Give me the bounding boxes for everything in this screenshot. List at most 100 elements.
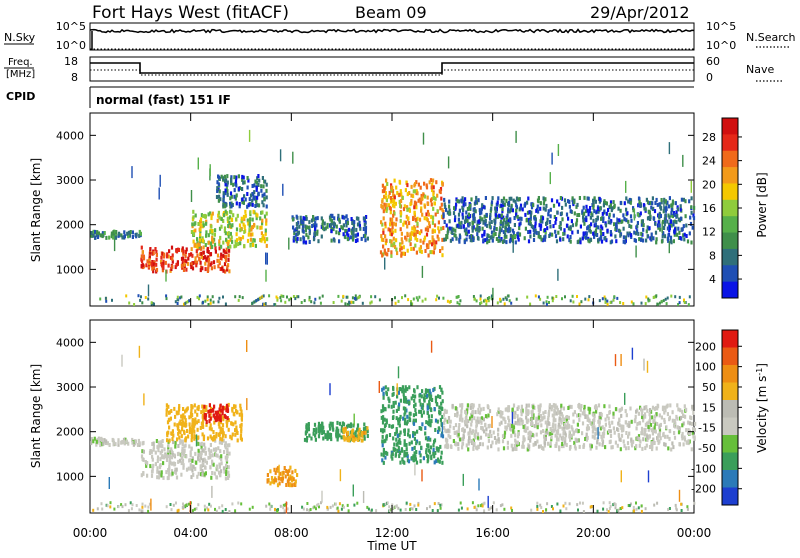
range-cell bbox=[384, 241, 387, 246]
range-cell bbox=[216, 186, 219, 191]
range-cell bbox=[586, 435, 589, 440]
range-cell bbox=[171, 253, 174, 258]
range-cell bbox=[225, 463, 228, 468]
range-cell bbox=[438, 385, 442, 390]
range-cell bbox=[476, 220, 479, 225]
range-cell bbox=[172, 503, 175, 507]
range-cell bbox=[260, 231, 263, 236]
range-cell bbox=[410, 396, 413, 401]
range-cell bbox=[623, 443, 626, 448]
range-cell bbox=[487, 438, 490, 443]
range-cell bbox=[233, 412, 236, 417]
range-cell bbox=[317, 434, 321, 439]
range-cell bbox=[514, 420, 517, 425]
range-cell bbox=[620, 424, 623, 429]
range-cell bbox=[663, 217, 666, 222]
range-cell bbox=[616, 296, 619, 300]
range-cell bbox=[117, 442, 120, 447]
range-cell bbox=[667, 238, 670, 243]
range-cell bbox=[256, 203, 259, 208]
range-cell bbox=[400, 211, 403, 216]
range-cell bbox=[165, 412, 168, 417]
range-cell bbox=[544, 230, 547, 235]
range-cell bbox=[685, 407, 688, 412]
range-cell bbox=[530, 202, 533, 207]
range-cell bbox=[498, 229, 501, 234]
range-cell bbox=[520, 404, 523, 409]
range-cell bbox=[322, 436, 325, 441]
range-cell bbox=[415, 201, 418, 206]
range-cell bbox=[186, 261, 189, 266]
range-cell bbox=[258, 178, 261, 183]
range-cell bbox=[664, 405, 667, 410]
range-cell bbox=[112, 235, 115, 240]
range-cell bbox=[108, 235, 111, 240]
range-cell bbox=[182, 268, 186, 272]
range-cell bbox=[429, 421, 432, 426]
range-cell bbox=[626, 441, 630, 446]
range-cell bbox=[106, 441, 109, 446]
range-cell bbox=[551, 299, 554, 303]
range-cell bbox=[206, 247, 209, 252]
range-cell bbox=[253, 190, 256, 195]
range-cell bbox=[498, 234, 501, 239]
range-cell bbox=[550, 505, 553, 508]
range-cell bbox=[137, 294, 140, 298]
range-cell bbox=[664, 208, 667, 213]
range-cell bbox=[185, 503, 188, 507]
range-cell bbox=[235, 232, 238, 237]
range-cell bbox=[257, 191, 260, 196]
range-cell bbox=[396, 448, 399, 453]
range-cell bbox=[227, 263, 230, 268]
range-cell bbox=[312, 215, 315, 219]
range-cell bbox=[120, 233, 123, 238]
range-cell bbox=[490, 297, 493, 301]
range-cell bbox=[224, 188, 227, 193]
range-cell bbox=[573, 410, 576, 415]
range-cell bbox=[234, 179, 238, 184]
range-cell bbox=[428, 396, 431, 401]
range-cell bbox=[543, 237, 547, 242]
range-cell bbox=[529, 229, 532, 234]
range-cell bbox=[575, 218, 579, 223]
range-cell bbox=[329, 433, 332, 438]
range-cell bbox=[214, 507, 216, 511]
range-cell bbox=[530, 210, 533, 215]
range-cell bbox=[501, 209, 504, 214]
range-cell bbox=[182, 465, 185, 470]
range-cell bbox=[134, 439, 137, 444]
range-cell bbox=[682, 233, 685, 238]
range-cell bbox=[592, 205, 595, 210]
range-cell bbox=[221, 266, 224, 271]
range-cell bbox=[427, 212, 430, 217]
range-cell bbox=[658, 439, 661, 444]
range-cell bbox=[495, 206, 498, 211]
range-cell bbox=[622, 302, 625, 305]
range-cell bbox=[643, 412, 647, 417]
range-cell bbox=[466, 406, 469, 411]
range-cell bbox=[521, 421, 524, 426]
range-cell bbox=[220, 224, 223, 229]
range-cell bbox=[483, 501, 486, 505]
range-cell bbox=[448, 226, 451, 231]
range-cell bbox=[209, 504, 212, 508]
range-cell bbox=[305, 232, 308, 237]
range-cell bbox=[214, 228, 217, 233]
range-cell bbox=[434, 428, 437, 432]
range-cell bbox=[338, 219, 341, 224]
range-cell bbox=[530, 508, 533, 512]
range-cell bbox=[601, 425, 604, 430]
range-cell bbox=[205, 460, 208, 465]
range-cell bbox=[294, 479, 297, 484]
range-cell bbox=[592, 200, 595, 205]
range-cell bbox=[384, 224, 387, 229]
range-cell bbox=[266, 252, 268, 265]
range-cell bbox=[223, 204, 226, 209]
range-cell bbox=[460, 413, 463, 418]
range-cell bbox=[658, 425, 661, 430]
range-cell bbox=[644, 302, 647, 306]
range-cell bbox=[178, 404, 181, 408]
range-cell bbox=[547, 415, 550, 420]
range-cell bbox=[301, 227, 304, 232]
range-cell bbox=[399, 227, 402, 232]
